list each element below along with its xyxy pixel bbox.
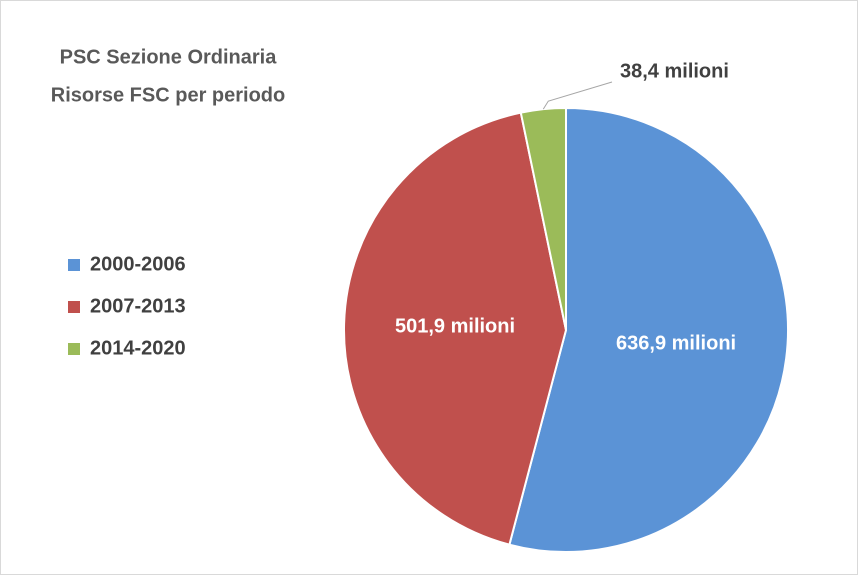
data-label: 501,9 milioni (395, 315, 515, 337)
legend-swatch (68, 259, 80, 271)
data-label: 636,9 milioni (616, 333, 736, 355)
legend-swatch (68, 301, 80, 313)
pie-slice (343, 111, 568, 546)
legend-label: 2000-2006 (90, 253, 186, 275)
data-label: 38,4 milioni (620, 60, 729, 82)
chart-subtitle: Risorse FSC per periodo (51, 84, 286, 106)
legend-swatch (68, 343, 80, 355)
chart-title: PSC Sezione Ordinaria (60, 46, 278, 68)
pie-slice (508, 106, 789, 553)
legend-label: 2014-2020 (90, 337, 186, 359)
leader-line (542, 81, 613, 110)
legend-label: 2007-2013 (90, 295, 186, 317)
